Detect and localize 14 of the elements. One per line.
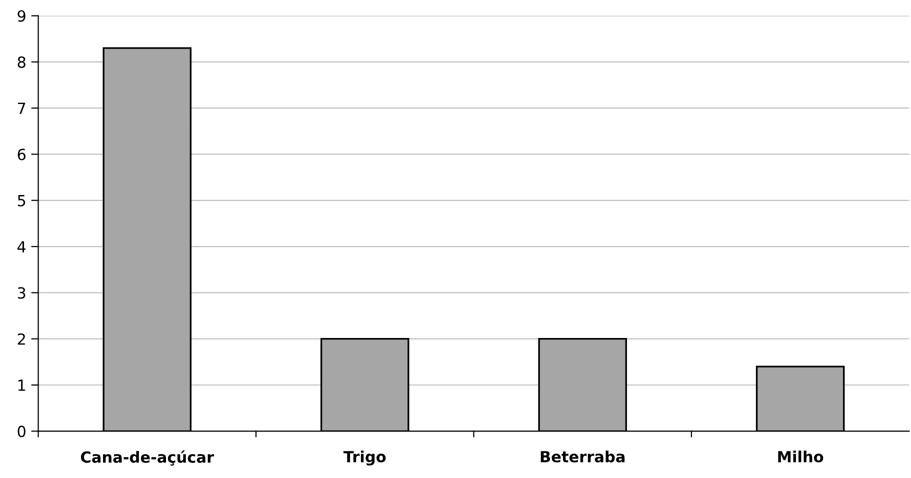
x-tick-label: Milho (778, 450, 824, 462)
y-tick-label: 4 (17, 241, 26, 252)
y-tick-label: 6 (18, 148, 26, 160)
y-tick-label: 2 (18, 333, 25, 345)
x-tick-label: Cana-de-açúcar (80, 450, 214, 466)
y-tick-label: 8 (18, 56, 26, 68)
y-tick-label: 0 (18, 426, 26, 438)
y-tick-label: 9 (18, 10, 26, 22)
y-tick-label: 5 (18, 195, 26, 206)
y-tick-label: 7 (18, 102, 26, 114)
y-tick-label: 3 (18, 287, 26, 299)
y-tick-label: 1 (18, 380, 26, 391)
x-tick-label: Beterraba (540, 450, 625, 462)
x-tick-label: Trigo (343, 450, 386, 466)
